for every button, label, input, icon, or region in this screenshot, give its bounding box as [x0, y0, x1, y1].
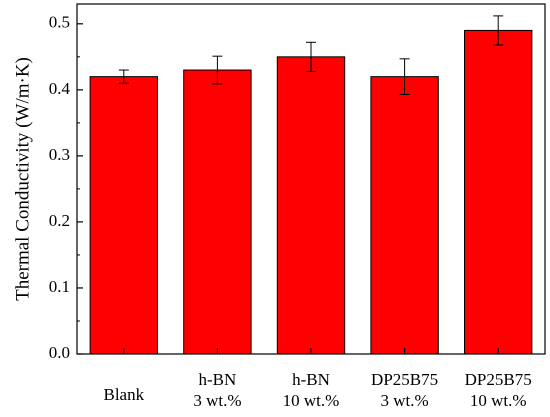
- x-tick-label-line: DP25B75: [371, 370, 438, 389]
- x-tick-label-line: 3 wt.%: [193, 391, 241, 410]
- bar: [370, 76, 439, 355]
- y-ticks-group: 0.0 0.1 0.2 0.3 0.4 0.5: [49, 13, 83, 362]
- x-tick-label: DP25B75 3 wt.%: [371, 370, 438, 410]
- bar: [464, 29, 533, 355]
- y-tick-label: 0.5: [49, 13, 70, 32]
- y-tick-label: 0.3: [49, 145, 70, 164]
- y-tick-label: 0.0: [49, 343, 70, 362]
- plot-frame: [76, 3, 546, 355]
- y-axis-title: Thermal Conductivity (W/m·K): [12, 57, 33, 301]
- x-tick-label: h-BN 3 wt.%: [193, 370, 241, 410]
- y-tick-label: 0.2: [49, 211, 70, 230]
- x-tick-label-line: 10 wt.%: [283, 391, 340, 410]
- error-bars-group: [118, 15, 504, 95]
- y-tick-label: 0.4: [49, 79, 71, 98]
- x-tick-label-line: 10 wt.%: [470, 391, 527, 410]
- x-tick-label-line: DP25B75: [465, 370, 532, 389]
- bar: [89, 76, 158, 355]
- x-tick-label-line: h-BN: [199, 370, 237, 389]
- x-tick-label: h-BN 10 wt.%: [283, 370, 340, 410]
- x-tick-label: Blank: [103, 385, 144, 404]
- x-tick-label-line: 3 wt.%: [381, 391, 429, 410]
- x-tick-label-line: h-BN: [292, 370, 330, 389]
- bar: [276, 56, 346, 355]
- x-tick-label-line: Blank: [103, 385, 144, 404]
- y-tick-label: 0.1: [49, 277, 70, 296]
- bars-group: [89, 29, 533, 355]
- bar: [183, 69, 252, 355]
- x-tick-label: DP25B75 10 wt.%: [465, 370, 532, 410]
